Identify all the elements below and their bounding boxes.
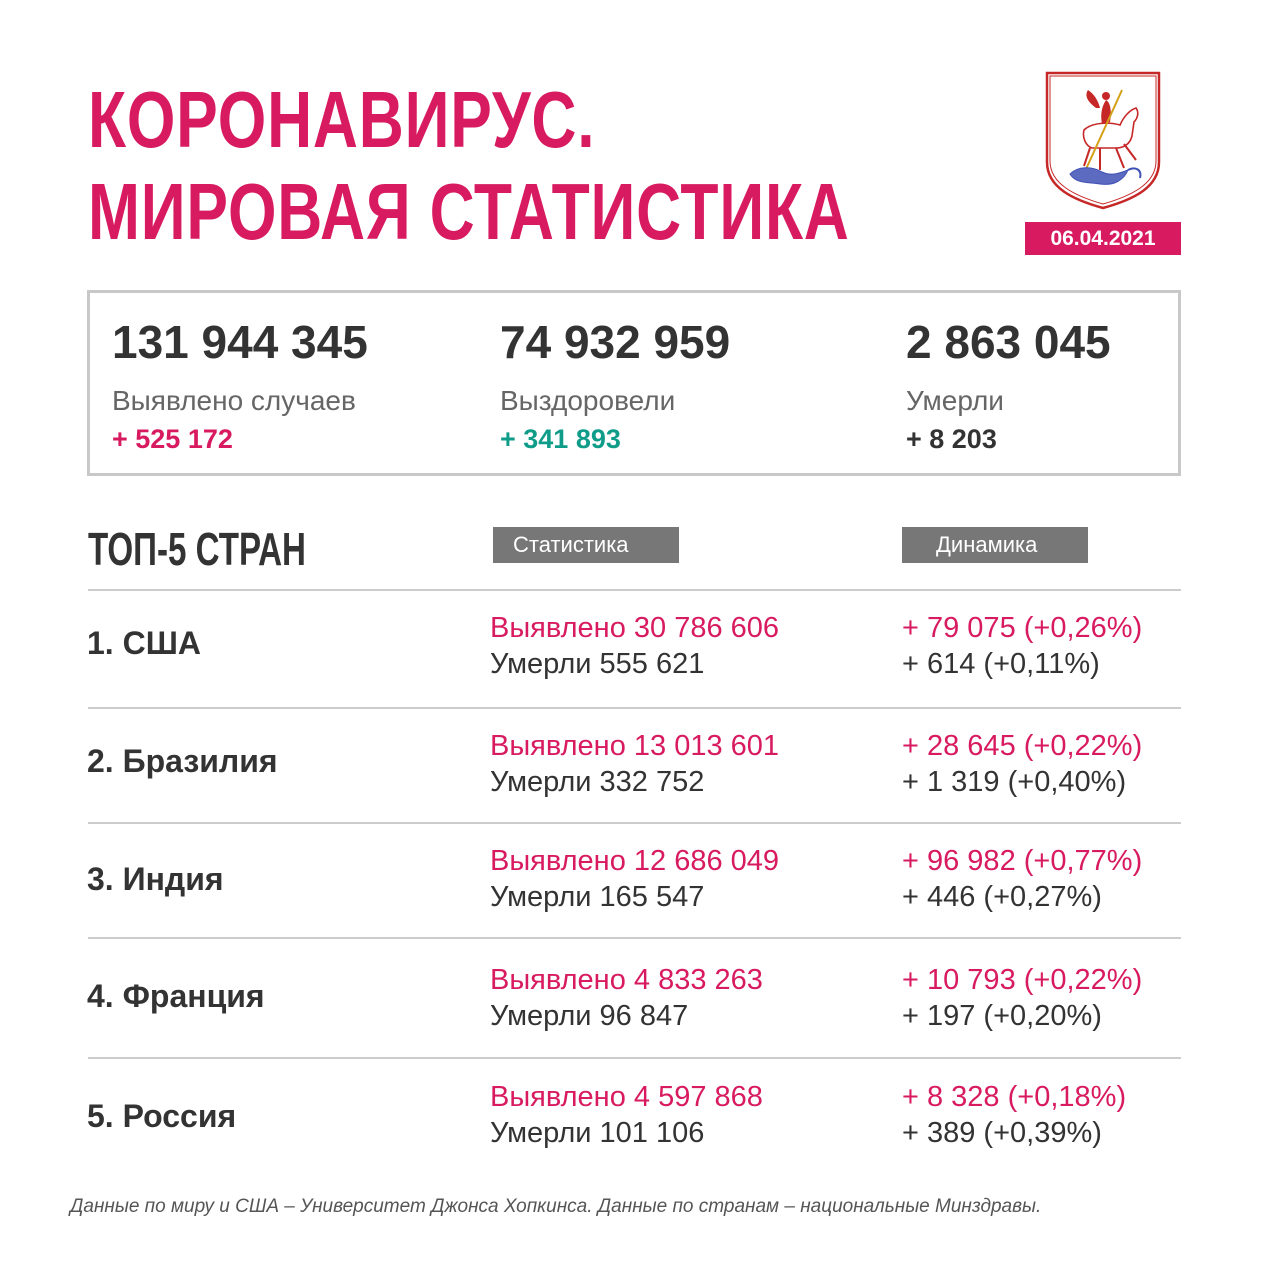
total-deaths-label: Умерли <box>906 385 1004 416</box>
country-deaths-delta: + 446 (+0,27%) <box>902 881 1102 913</box>
total-recovered-delta: + 341 893 <box>500 424 621 454</box>
country-cases: Выявлено 12 686 049 <box>490 845 780 877</box>
moscow-coat-of-arms-icon <box>1045 71 1161 210</box>
total-cases-delta: + 525 172 <box>112 424 233 454</box>
country-cases: Выявлено 30 786 606 <box>490 612 780 644</box>
country-name: 4. Франция <box>87 978 265 1014</box>
total-recovered: 74 932 959 Выздоровели + 341 893 <box>500 315 730 455</box>
row-divider <box>88 937 1181 939</box>
country-deaths-delta: + 389 (+0,39%) <box>902 1117 1102 1149</box>
total-deaths-delta: + 8 203 <box>906 424 997 454</box>
row-divider <box>88 1057 1181 1059</box>
country-deaths: Умерли 165 547 <box>490 881 705 913</box>
country-name: 5. Россия <box>87 1098 237 1134</box>
statistics-column-header: Статистика <box>493 527 679 563</box>
total-deaths: 2 863 045 Умерли + 8 203 <box>906 315 1111 455</box>
country-deaths: Умерли 332 752 <box>490 766 705 798</box>
row-divider <box>88 822 1181 824</box>
country-row-russia: 5. Россия Выявлено 4 597 868 Умерли 101 … <box>0 1058 1280 1176</box>
total-cases-label: Выявлено случаев <box>112 385 356 416</box>
world-totals-panel: 131 944 345 Выявлено случаев + 525 172 7… <box>87 290 1181 476</box>
country-cases: Выявлено 13 013 601 <box>490 730 780 762</box>
country-deaths: Умерли 96 847 <box>490 1000 689 1032</box>
country-cases-delta: + 10 793 (+0,22%) <box>902 964 1143 996</box>
row-divider <box>88 589 1181 591</box>
country-cases-delta: + 28 645 (+0,22%) <box>902 730 1143 762</box>
row-divider <box>88 707 1181 709</box>
total-deaths-value: 2 863 045 <box>906 316 1111 368</box>
page-title: КОРОНАВИРУС. МИРОВАЯ СТАТИСТИКА <box>88 74 850 258</box>
country-row-usa: 1. США Выявлено 30 786 606 Умерли 555 62… <box>0 590 1280 708</box>
date-badge: 06.04.2021 <box>1025 222 1181 255</box>
country-row-france: 4. Франция Выявлено 4 833 263 Умерли 96 … <box>0 938 1280 1056</box>
country-cases: Выявлено 4 833 263 <box>490 964 763 996</box>
country-name: 3. Индия <box>87 861 224 897</box>
total-cases: 131 944 345 Выявлено случаев + 525 172 <box>112 315 368 455</box>
country-cases-delta: + 8 328 (+0,18%) <box>902 1081 1127 1113</box>
country-deaths-delta: + 197 (+0,20%) <box>902 1000 1102 1032</box>
country-row-india: 3. Индия Выявлено 12 686 049 Умерли 165 … <box>0 823 1280 941</box>
country-deaths-delta: + 614 (+0,11%) <box>902 648 1100 680</box>
country-deaths: Умерли 555 621 <box>490 648 705 680</box>
title-line-2: МИРОВАЯ СТАТИСТИКА <box>88 167 850 256</box>
source-footnote: Данные по миру и США – Университет Джонс… <box>70 1196 1042 1217</box>
total-recovered-label: Выздоровели <box>500 385 676 416</box>
country-name: 1. США <box>87 625 201 661</box>
dynamics-column-header: Динамика <box>902 527 1088 563</box>
country-cases-delta: + 79 075 (+0,26%) <box>902 612 1143 644</box>
country-name: 2. Бразилия <box>87 743 278 779</box>
total-cases-value: 131 944 345 <box>112 316 368 368</box>
country-cases-delta: + 96 982 (+0,77%) <box>902 845 1143 877</box>
top5-heading: ТОП-5 СТРАН <box>88 523 306 575</box>
country-deaths: Умерли 101 106 <box>490 1117 705 1149</box>
title-line-1: КОРОНАВИРУС. <box>88 75 596 164</box>
country-row-brazil: 2. Бразилия Выявлено 13 013 601 Умерли 3… <box>0 708 1280 826</box>
country-cases: Выявлено 4 597 868 <box>490 1081 763 1113</box>
total-recovered-value: 74 932 959 <box>500 316 731 368</box>
country-deaths-delta: + 1 319 (+0,40%) <box>902 766 1127 798</box>
